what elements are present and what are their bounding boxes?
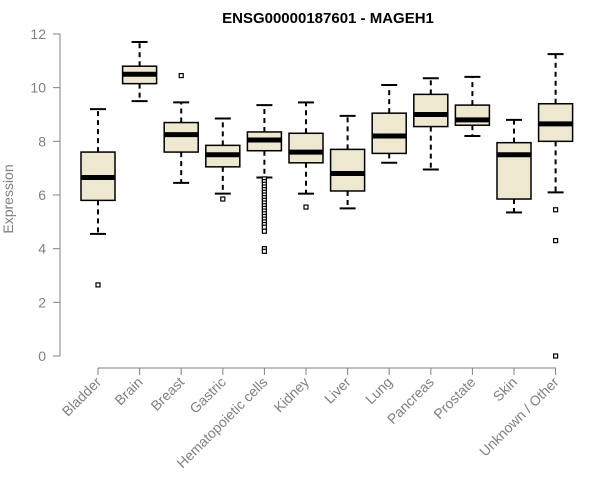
chart-title: ENSG00000187601 - MAGEH1 — [222, 10, 434, 27]
box-3 — [205, 117, 241, 202]
box-11 — [537, 53, 574, 359]
box-7 — [371, 83, 407, 164]
x-tick-label-7: Lung — [362, 374, 395, 407]
outlier-4-18 — [261, 224, 267, 230]
x-tick-label-6: Liver — [321, 374, 354, 407]
box-iqr-5 — [288, 132, 324, 164]
box-9 — [454, 75, 491, 137]
box-iqr-7 — [371, 112, 407, 155]
outlier-11-0 — [552, 207, 559, 213]
outlier-11-1 — [552, 238, 559, 244]
y-tick-label-3: 6 — [38, 187, 46, 203]
outlier-2-0 — [178, 72, 184, 79]
outlier-4-21 — [261, 248, 267, 254]
box-iqr-8 — [413, 93, 449, 128]
outlier-0-0 — [95, 282, 101, 288]
x-tick-label-11: Unknown / Other — [476, 374, 562, 460]
x-tick-label-5: Kidney — [271, 374, 313, 416]
box-iqr-6 — [329, 148, 366, 192]
x-tick-label-2: Breast — [147, 374, 187, 414]
box-iqr-2 — [163, 121, 199, 153]
box-0 — [80, 108, 116, 288]
y-axis-label: Expression — [0, 164, 16, 233]
box-10 — [496, 118, 532, 214]
x-tick-label-10: Skin — [490, 374, 521, 405]
y-tick-label-1: 2 — [38, 294, 46, 310]
box-4 — [246, 104, 283, 254]
y-tick-label-2: 4 — [38, 241, 46, 257]
y-tick-label-6: 12 — [30, 26, 46, 42]
outlier-4-19 — [261, 228, 267, 234]
box-8 — [413, 77, 449, 171]
box-5 — [288, 101, 324, 210]
y-ticks: 0 2 4 6 8 10 12 — [30, 26, 60, 364]
outlier-11-2 — [552, 353, 559, 359]
x-tick-label-0: Bladder — [59, 374, 105, 420]
boxes-group — [80, 41, 574, 359]
box-6 — [329, 114, 366, 210]
box-2 — [163, 72, 199, 184]
y-tick-label-0: 0 — [38, 348, 46, 364]
box-iqr-10 — [496, 141, 532, 200]
outlier-5-0 — [303, 204, 309, 210]
y-tick-label-4: 8 — [38, 133, 46, 149]
x-tick-label-1: Brain — [111, 374, 145, 408]
box-1 — [121, 41, 158, 103]
y-tick-label-5: 10 — [30, 80, 46, 96]
x-tick-label-9: Prostate — [430, 374, 478, 422]
outlier-3-0 — [220, 196, 226, 202]
